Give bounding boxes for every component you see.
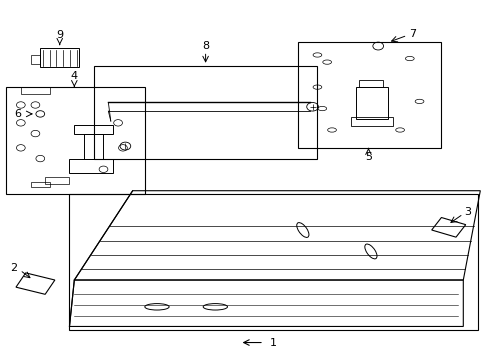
Bar [351,117,392,126]
Bar [356,87,387,119]
Bar [358,80,382,87]
Bar [40,48,79,67]
Bar [69,194,477,330]
Text: 2: 2 [10,262,17,273]
Text: 7: 7 [408,28,415,39]
Bar [21,87,50,94]
Text: 9: 9 [56,30,63,40]
Bar [45,177,69,184]
Bar [74,125,113,134]
Bar [6,87,144,194]
Text: 1: 1 [270,338,277,347]
Text: 4: 4 [71,71,78,81]
Text: 8: 8 [202,41,209,51]
Text: 3: 3 [464,207,471,217]
Text: 5: 5 [364,152,371,162]
Bar [94,66,317,158]
Bar [30,55,40,64]
Bar [30,182,50,187]
Bar [69,158,113,173]
Text: 6: 6 [14,109,21,119]
Bar [297,42,441,148]
Bar [84,134,103,158]
